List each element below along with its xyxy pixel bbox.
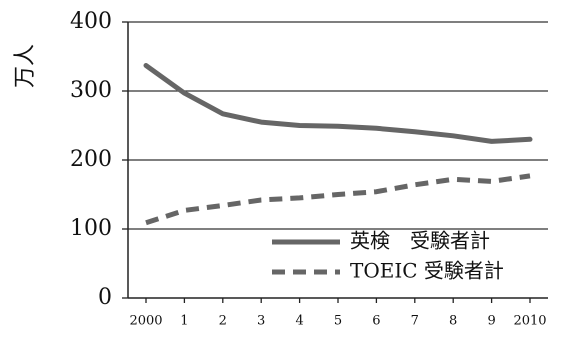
gridlines bbox=[128, 21, 548, 230]
x-tick-label: 4 bbox=[295, 314, 303, 329]
x-tick-label: 7 bbox=[411, 314, 419, 329]
x-tick-label: 5 bbox=[334, 314, 342, 329]
y-tick-label: 300 bbox=[70, 78, 112, 103]
series-lines bbox=[143, 63, 533, 226]
x-tick-label: 2010 bbox=[513, 314, 546, 329]
x-tick-label: 2000 bbox=[129, 314, 162, 329]
y-axis-ticks: 0 100 200 300 400 bbox=[70, 9, 128, 310]
y-tick-label: 0 bbox=[98, 285, 112, 310]
x-tick-label: 1 bbox=[180, 314, 188, 329]
legend-label-2: TOEIC 受験者計 bbox=[350, 259, 504, 283]
x-tick-label: 6 bbox=[372, 314, 380, 329]
x-tick-label: 2 bbox=[219, 314, 227, 329]
y-tick-label: 400 bbox=[70, 9, 112, 34]
x-tick-label: 9 bbox=[487, 314, 495, 329]
legend: 英検 受験者計 TOEIC 受験者計 bbox=[272, 229, 504, 283]
x-tick-label: 8 bbox=[449, 314, 457, 329]
x-tick-label: 3 bbox=[257, 314, 265, 329]
legend-label-1: 英検 受験者計 bbox=[350, 229, 490, 253]
series-line-2 bbox=[145, 173, 531, 226]
y-tick-label: 200 bbox=[70, 147, 112, 172]
x-axis-ticks: 2000 1 2 3 4 5 6 7 8 9 2010 bbox=[129, 298, 547, 329]
series-line-1 bbox=[143, 63, 533, 144]
y-tick-label: 100 bbox=[70, 216, 112, 241]
y-axis-label: 万人 bbox=[13, 44, 38, 88]
